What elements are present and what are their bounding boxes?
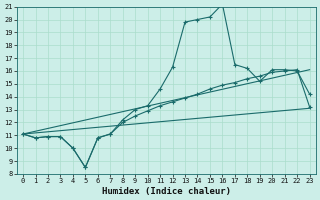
X-axis label: Humidex (Indice chaleur): Humidex (Indice chaleur) <box>102 187 231 196</box>
